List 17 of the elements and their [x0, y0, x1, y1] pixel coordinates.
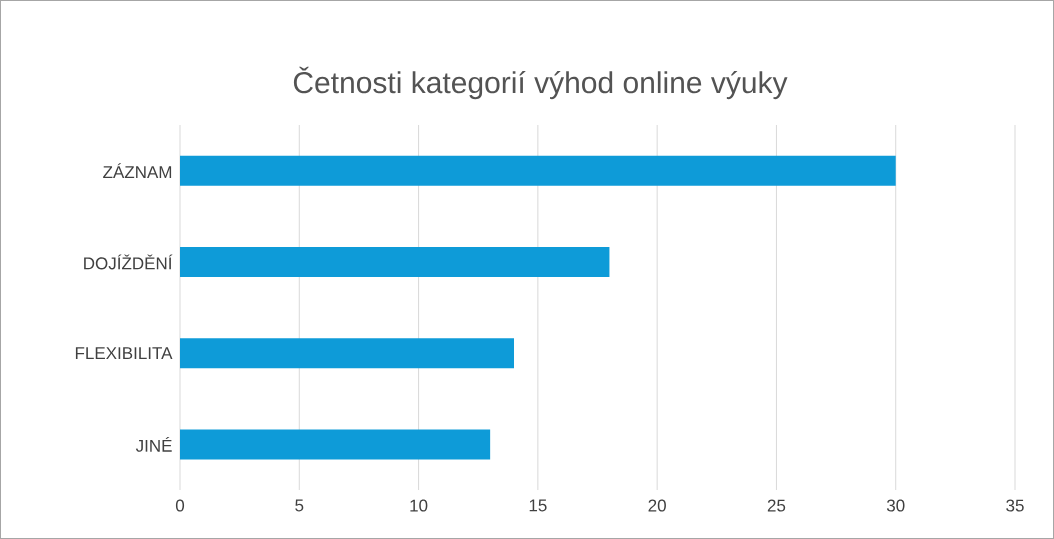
x-tick-label: 0 — [175, 499, 185, 512]
x-tick-label: 20 — [648, 499, 666, 512]
bar — [180, 338, 515, 369]
x-tick-label: 30 — [886, 499, 905, 512]
bar — [180, 429, 491, 460]
x-tick-label: 35 — [1006, 499, 1024, 512]
x-tick-label: 25 — [767, 499, 786, 512]
y-tick-label: ZÁZNAM — [103, 163, 172, 178]
x-tick-label: 15 — [529, 499, 547, 512]
x-tick-label: 5 — [295, 499, 304, 512]
y-tick-label: FLEXIBILITA — [75, 347, 173, 359]
y-tick-label: JINÉ — [135, 436, 172, 452]
y-tick-label: DOJÍŽDĚNÍ — [84, 254, 173, 270]
chart-title: Četnosti kategorií výhod online výuky — [293, 66, 788, 100]
bar — [180, 246, 610, 277]
x-tick-label: 10 — [410, 499, 428, 512]
bar — [180, 155, 896, 186]
